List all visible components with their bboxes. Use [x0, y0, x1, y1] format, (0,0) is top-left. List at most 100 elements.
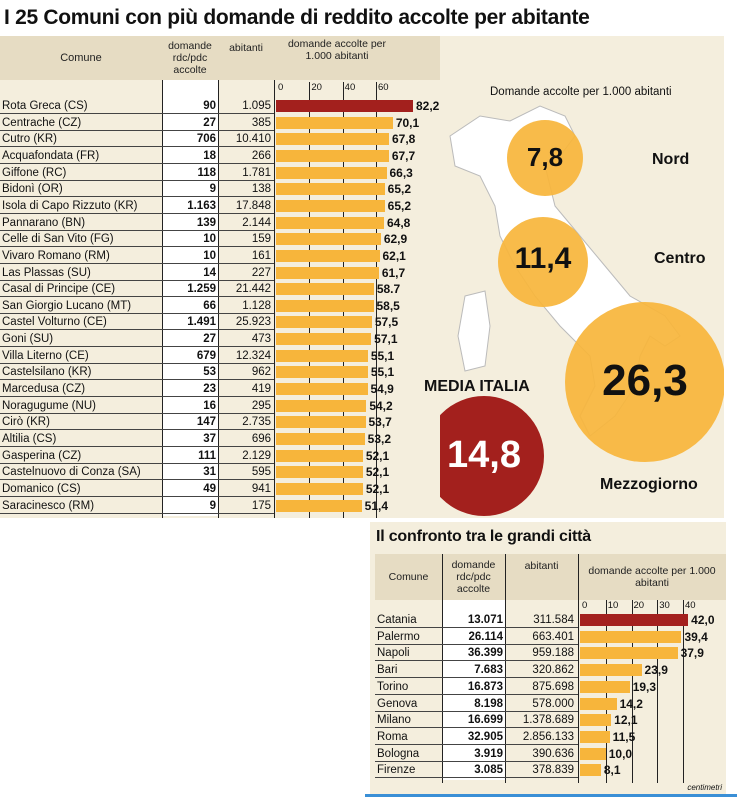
- domande-value: 9: [209, 183, 216, 196]
- domande-value: 147: [196, 416, 216, 429]
- bar: [276, 383, 368, 396]
- bar-value-label: 39,4: [684, 629, 708, 644]
- gridline: [657, 600, 659, 783]
- bar-value-label: 65,2: [387, 182, 412, 197]
- bar: [580, 680, 630, 693]
- row-divider: [0, 429, 274, 431]
- circle-nord: [507, 120, 583, 196]
- media-italia-value: 14,8: [447, 434, 521, 476]
- bar-value-label: 42,0: [691, 613, 715, 627]
- domande-value: 7.683: [474, 664, 503, 677]
- abitanti-value: 962: [251, 366, 271, 379]
- table-row: Marcedusa (CZ) 23 419: [0, 381, 276, 398]
- abitanti-value: 1.095: [242, 100, 271, 112]
- italy-map: Domande accolte per 1.000 abitanti 7,8 N…: [424, 36, 724, 518]
- row-divider: [0, 479, 274, 481]
- bar-value-label: 67,8: [392, 132, 416, 147]
- abitanti-value: 2.735: [242, 416, 271, 429]
- bar-value-label: 58.7: [376, 282, 401, 297]
- row-divider: [0, 279, 274, 281]
- bar: [276, 216, 384, 229]
- comune-name: Casal di Principe (CE): [2, 283, 116, 296]
- row-divider: [0, 113, 274, 114]
- mezzogiorno-value: 26,3: [602, 356, 688, 405]
- comune-name: Bari: [377, 664, 398, 677]
- domande-value: 118: [197, 166, 216, 179]
- abitanti-value: 161: [251, 249, 271, 262]
- nord-value: 7,8: [526, 142, 564, 172]
- bar-value-label: 23,9: [644, 663, 668, 678]
- comune-name: Roma: [377, 730, 408, 743]
- domande-value: 16.873: [467, 680, 503, 693]
- row-divider: [0, 129, 274, 131]
- table-row: Castelsilano (KR) 53 962: [0, 364, 276, 381]
- abitanti-value: 390.636: [532, 747, 574, 760]
- comune-name: Gasperina (CZ): [2, 449, 82, 462]
- bar-value-label: 52,1: [365, 481, 390, 496]
- table-row: Palermo 26.114 663.401: [375, 629, 580, 645]
- domande-value: 14: [203, 266, 216, 279]
- bar-value-label: 55,1: [370, 365, 395, 380]
- row-divider: [0, 346, 274, 348]
- bar: [580, 714, 612, 727]
- row-divider: [375, 660, 578, 662]
- comune-name: Saracinesco (RM): [2, 499, 95, 512]
- table-row: Saracinesco (RM) 9 175: [0, 498, 276, 514]
- abitanti-value: 25.923: [235, 316, 271, 329]
- mezzogiorno-label: Mezzogiorno: [600, 476, 698, 493]
- bar-value-label: 55,1: [370, 348, 395, 363]
- tick-label: 0: [278, 82, 284, 93]
- comune-name: Rota Greca (CS): [2, 100, 88, 112]
- domande-value: 13.071: [467, 614, 503, 626]
- bar-value-label: 53,2: [367, 432, 392, 446]
- row-divider: [0, 179, 274, 181]
- bar: [580, 647, 678, 660]
- tick-label: 40: [685, 600, 696, 611]
- bar: [276, 466, 363, 479]
- comune-name: Marcedusa (CZ): [2, 383, 86, 396]
- abitanti-value: 378.839: [532, 764, 574, 777]
- table-row: Domanico (CS) 49 941: [0, 481, 276, 497]
- bar: [276, 183, 385, 196]
- comune-name: Napoli: [377, 647, 410, 660]
- row-divider: [0, 146, 274, 148]
- credit: centimetri: [687, 783, 722, 792]
- bar-value-label: 52,1: [365, 448, 390, 463]
- domande-value: 10: [203, 233, 216, 246]
- bar: [276, 149, 389, 162]
- bar-value-label: 11,5: [612, 729, 636, 744]
- column-divider: [578, 554, 579, 783]
- abitanti-value: 138: [251, 183, 271, 196]
- bar: [276, 233, 381, 246]
- tick-label: 40: [344, 82, 356, 93]
- row-divider: [375, 710, 578, 712]
- domande-value: 31: [203, 466, 216, 479]
- abitanti-value: 266: [251, 149, 271, 162]
- row-divider: [0, 246, 274, 248]
- row-divider: [0, 362, 274, 364]
- bar-value-label: 19,3: [632, 679, 657, 694]
- domande-value: 16.699: [467, 714, 503, 727]
- domande-value: 53: [203, 366, 216, 379]
- table-row: Catania 13.071 311.584: [375, 612, 580, 628]
- nord-label: Nord: [652, 151, 690, 168]
- table-row: Cirò (KR) 147 2.735: [0, 414, 276, 431]
- row-divider: [0, 196, 274, 198]
- row-divider: [0, 212, 274, 214]
- table-row: Rota Greca (CS) 90 1.095: [0, 98, 276, 114]
- domande-column-bg: [162, 80, 218, 516]
- bar: [276, 416, 366, 429]
- abitanti-value: 959.188: [532, 647, 574, 660]
- bar: [276, 199, 385, 212]
- table-row: Genova 8.198 578.000: [375, 696, 580, 712]
- bar: [580, 664, 642, 677]
- row-divider: [375, 627, 578, 628]
- comune-name: Bologna: [377, 747, 420, 760]
- table-row: Napoli 36.399 959.188: [375, 645, 580, 662]
- row-divider: [0, 462, 274, 464]
- abitanti-value: 227: [251, 266, 271, 279]
- centro-label: Centro: [654, 250, 706, 267]
- comune-name: Castelsilano (KR): [2, 366, 92, 379]
- map-subtitle: Domande accolte per 1.000 abitanti: [490, 86, 672, 98]
- row-divider: [0, 379, 274, 381]
